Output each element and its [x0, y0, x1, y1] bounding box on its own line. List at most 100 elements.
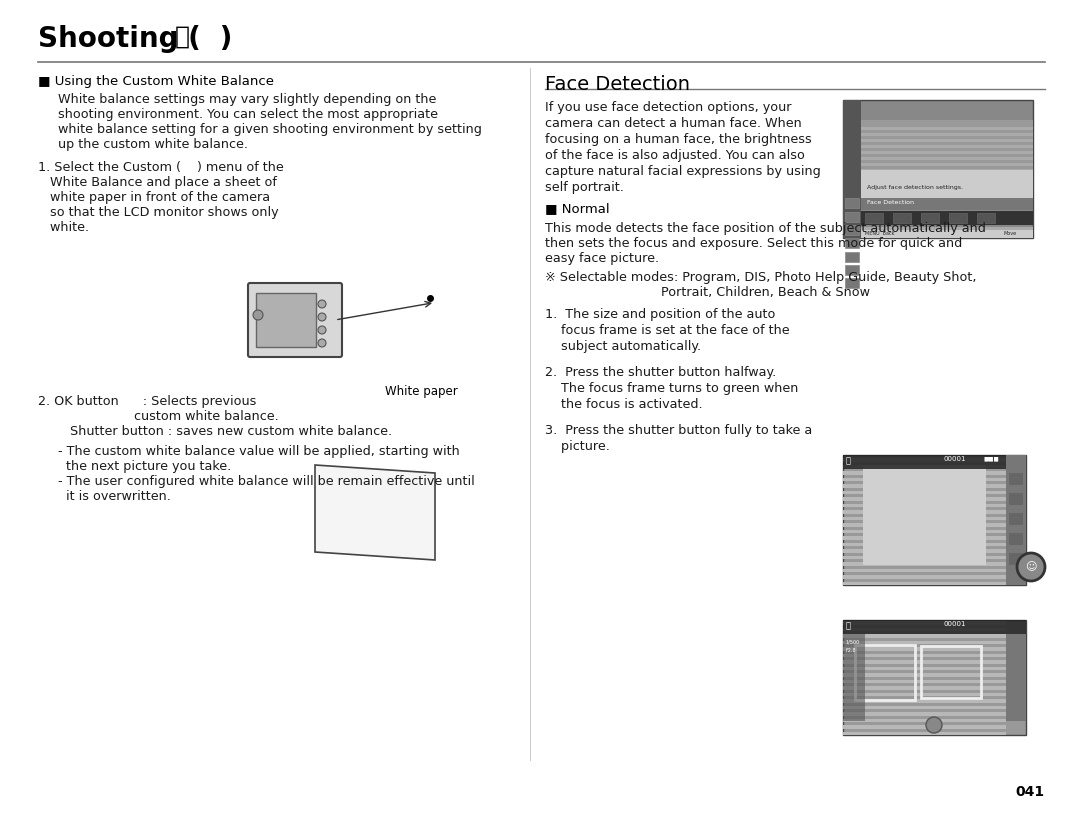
Text: Move: Move: [1003, 231, 1016, 236]
Bar: [861, 151, 1032, 154]
Text: focus frame is set at the face of the: focus frame is set at the face of the: [545, 324, 789, 337]
Circle shape: [318, 326, 326, 334]
Text: White paper: White paper: [384, 385, 458, 398]
Bar: [843, 484, 1005, 487]
Bar: [861, 163, 1032, 166]
Bar: [843, 556, 1005, 559]
Bar: [1009, 513, 1023, 525]
Text: This mode detects the face position of the subject automatically and: This mode detects the face position of t…: [545, 222, 986, 235]
Bar: [843, 628, 1005, 631]
Text: Face Detection: Face Detection: [545, 75, 690, 94]
Text: Shooting (: Shooting (: [38, 25, 211, 53]
Bar: [1009, 533, 1023, 545]
Bar: [843, 536, 1005, 540]
Bar: [861, 127, 1032, 130]
Text: up the custom white balance.: up the custom white balance.: [58, 138, 248, 151]
Text: so that the LCD monitor shows only: so that the LCD monitor shows only: [38, 206, 279, 219]
Bar: [843, 673, 1005, 676]
Text: 1/500: 1/500: [845, 640, 859, 645]
Bar: [843, 523, 1005, 526]
Bar: [843, 581, 1005, 585]
Bar: [845, 265, 859, 275]
Text: capture natural facial expressions by using: capture natural facial expressions by us…: [545, 165, 821, 178]
Text: ■ Using the Custom White Balance: ■ Using the Custom White Balance: [38, 75, 274, 88]
Bar: [861, 198, 1032, 210]
Text: custom white balance.: custom white balance.: [38, 410, 279, 423]
Bar: [843, 719, 1005, 722]
Text: self portrait.: self portrait.: [545, 181, 624, 194]
Bar: [1005, 455, 1026, 585]
Bar: [921, 213, 939, 223]
Bar: [843, 478, 1005, 481]
Text: MENU  Back: MENU Back: [865, 231, 894, 236]
Text: subject automatically.: subject automatically.: [545, 340, 701, 353]
Bar: [861, 133, 1032, 136]
Bar: [843, 699, 1005, 703]
Bar: [843, 647, 1005, 650]
Bar: [843, 465, 1005, 468]
Text: ☺: ☺: [1025, 562, 1037, 572]
Text: the focus is activated.: the focus is activated.: [545, 398, 703, 411]
Text: Adjust face detection settings.: Adjust face detection settings.: [867, 185, 963, 190]
Text: Ⓜ: Ⓜ: [846, 456, 851, 465]
Bar: [861, 227, 1032, 235]
Bar: [843, 620, 1026, 634]
Text: it is overwritten.: it is overwritten.: [58, 490, 171, 503]
Circle shape: [1017, 553, 1045, 581]
Text: Ⓜ: Ⓜ: [846, 621, 851, 630]
Bar: [855, 645, 915, 700]
Text: The focus frame turns to green when: The focus frame turns to green when: [545, 382, 798, 395]
Bar: [843, 100, 1032, 238]
Text: easy face picture.: easy face picture.: [545, 252, 659, 265]
Bar: [843, 732, 1005, 735]
Text: If you use face detection options, your: If you use face detection options, your: [545, 101, 792, 114]
Text: the next picture you take.: the next picture you take.: [58, 460, 231, 473]
Text: ■ Normal: ■ Normal: [545, 202, 609, 215]
Bar: [861, 211, 1032, 225]
Bar: [843, 706, 1005, 709]
Bar: [843, 543, 1005, 546]
Text: 041: 041: [1016, 785, 1045, 799]
Bar: [843, 680, 1005, 683]
Bar: [861, 145, 1032, 148]
Bar: [845, 252, 859, 262]
Bar: [843, 517, 1005, 520]
Bar: [843, 530, 1005, 533]
Bar: [921, 646, 981, 698]
Bar: [861, 230, 1032, 238]
Text: ■■■: ■■■: [983, 456, 999, 461]
Bar: [977, 213, 995, 223]
Text: - The custom white balance value will be applied, starting with: - The custom white balance value will be…: [58, 445, 460, 458]
Text: focusing on a human face, the brightness: focusing on a human face, the brightness: [545, 133, 812, 146]
Text: 1. Select the Custom (    ) menu of the: 1. Select the Custom ( ) menu of the: [38, 161, 284, 174]
Text: Portrait, Children, Beach & Snow: Portrait, Children, Beach & Snow: [545, 286, 870, 299]
Bar: [843, 654, 1005, 657]
Bar: [1005, 634, 1026, 721]
Bar: [861, 157, 1032, 160]
Bar: [843, 100, 861, 238]
Bar: [843, 620, 1026, 735]
Bar: [1009, 493, 1023, 505]
Bar: [843, 634, 865, 721]
Bar: [1009, 553, 1023, 565]
Text: White balance settings may vary slightly depending on the: White balance settings may vary slightly…: [58, 93, 436, 106]
Circle shape: [318, 313, 326, 321]
Text: then sets the focus and exposure. Select this mode for quick and: then sets the focus and exposure. Select…: [545, 237, 962, 250]
Text: 3.  Press the shutter button fully to take a: 3. Press the shutter button fully to tak…: [545, 424, 812, 437]
Circle shape: [253, 310, 264, 320]
Bar: [843, 569, 1005, 572]
Bar: [843, 725, 1005, 729]
Bar: [843, 549, 1005, 553]
Bar: [843, 455, 1026, 469]
Text: white.: white.: [38, 221, 90, 234]
Bar: [843, 458, 1005, 461]
Text: 2.  Press the shutter button halfway.: 2. Press the shutter button halfway.: [545, 366, 777, 379]
Bar: [861, 170, 1032, 200]
Bar: [845, 225, 859, 235]
Bar: [843, 575, 1005, 579]
Bar: [843, 455, 1026, 585]
Bar: [845, 212, 859, 222]
Polygon shape: [315, 465, 435, 560]
Bar: [843, 510, 1005, 513]
Bar: [949, 213, 967, 223]
